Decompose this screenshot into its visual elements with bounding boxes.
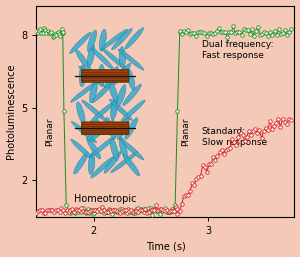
- Ellipse shape: [117, 118, 129, 140]
- Ellipse shape: [111, 98, 118, 120]
- Ellipse shape: [92, 48, 113, 69]
- Ellipse shape: [91, 157, 114, 178]
- Ellipse shape: [109, 80, 118, 102]
- Ellipse shape: [99, 29, 106, 51]
- Ellipse shape: [71, 139, 94, 160]
- Ellipse shape: [112, 29, 132, 50]
- Ellipse shape: [74, 152, 88, 174]
- Ellipse shape: [98, 65, 105, 86]
- Ellipse shape: [123, 84, 141, 106]
- Ellipse shape: [110, 139, 118, 160]
- Ellipse shape: [104, 152, 121, 173]
- Ellipse shape: [102, 48, 127, 70]
- Text: Dual frequency:
Fast response: Dual frequency: Fast response: [202, 40, 273, 60]
- Ellipse shape: [87, 30, 97, 52]
- Text: Planar: Planar: [45, 118, 54, 146]
- Ellipse shape: [70, 81, 98, 102]
- Ellipse shape: [87, 45, 95, 67]
- Y-axis label: Photoluminescence: Photoluminescence: [6, 63, 16, 159]
- Ellipse shape: [111, 152, 138, 173]
- Ellipse shape: [71, 121, 97, 143]
- Text: Standard:
Slow response: Standard: Slow response: [202, 127, 267, 147]
- Ellipse shape: [76, 50, 91, 71]
- Ellipse shape: [118, 49, 144, 70]
- Ellipse shape: [110, 99, 132, 121]
- Ellipse shape: [88, 119, 99, 141]
- Ellipse shape: [100, 29, 127, 50]
- Ellipse shape: [82, 100, 107, 122]
- Ellipse shape: [121, 100, 145, 121]
- Ellipse shape: [119, 137, 127, 159]
- Ellipse shape: [114, 63, 131, 85]
- Ellipse shape: [92, 81, 114, 103]
- Ellipse shape: [90, 135, 116, 157]
- Ellipse shape: [87, 137, 101, 159]
- Ellipse shape: [125, 27, 144, 49]
- Ellipse shape: [117, 85, 126, 106]
- Text: Planar: Planar: [181, 118, 190, 146]
- Ellipse shape: [79, 66, 106, 87]
- Ellipse shape: [90, 102, 115, 123]
- Ellipse shape: [76, 102, 85, 124]
- Ellipse shape: [89, 120, 114, 142]
- Ellipse shape: [127, 68, 135, 90]
- Ellipse shape: [79, 65, 85, 87]
- Ellipse shape: [123, 154, 140, 176]
- Ellipse shape: [120, 139, 144, 160]
- Ellipse shape: [88, 153, 95, 175]
- Ellipse shape: [119, 47, 125, 69]
- FancyBboxPatch shape: [82, 122, 129, 134]
- Ellipse shape: [105, 66, 118, 88]
- Ellipse shape: [70, 32, 91, 54]
- Ellipse shape: [89, 81, 98, 103]
- Text: Homeotropic: Homeotropic: [74, 194, 136, 204]
- Ellipse shape: [125, 118, 138, 140]
- Ellipse shape: [106, 117, 116, 139]
- FancyBboxPatch shape: [82, 70, 129, 82]
- X-axis label: Time (s): Time (s): [146, 241, 185, 251]
